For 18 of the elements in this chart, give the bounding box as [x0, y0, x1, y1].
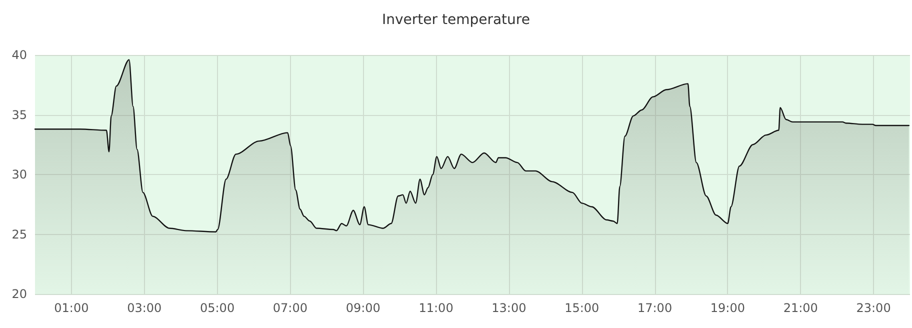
y-tick-label: 20 — [12, 287, 27, 301]
x-tick-label: 21:00 — [783, 301, 818, 315]
chart-title: Inverter temperature — [382, 12, 530, 28]
x-tick-label: 15:00 — [564, 301, 600, 315]
x-tick-label: 03:00 — [127, 301, 162, 315]
x-tick-label: 11:00 — [418, 301, 454, 315]
y-tick-label: 35 — [12, 108, 27, 122]
x-tick-label: 09:00 — [346, 301, 380, 315]
x-tick-label: 23:00 — [856, 301, 891, 315]
y-tick-label: 30 — [12, 168, 27, 182]
y-tick-label: 25 — [12, 227, 27, 242]
x-tick-label: 17:00 — [637, 301, 672, 315]
x-tick-label: 13:00 — [492, 301, 526, 315]
x-tick-label: 07:00 — [272, 301, 308, 315]
y-tick-label: 40 — [12, 48, 27, 62]
x-tick-label: 01:00 — [54, 301, 89, 315]
x-tick-label: 19:00 — [710, 301, 746, 315]
x-tick-label: 05:00 — [200, 301, 235, 315]
